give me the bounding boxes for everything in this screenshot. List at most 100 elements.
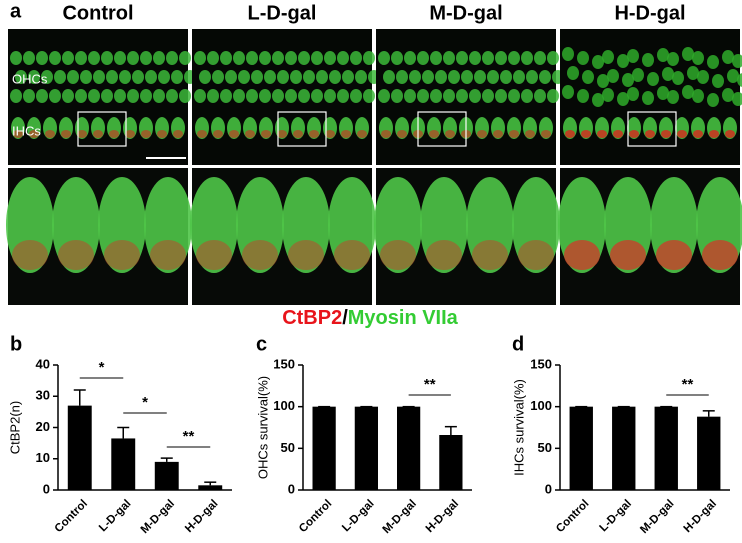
micrograph <box>558 29 742 305</box>
ohc <box>106 70 118 84</box>
x-tick-label: H-D-gal <box>424 498 461 535</box>
y-tick-label: 10 <box>36 450 50 465</box>
ohc <box>272 51 284 65</box>
ribbon <box>597 130 607 138</box>
ohc <box>220 89 232 103</box>
x-tick-label: M-D-gal <box>139 498 177 536</box>
y-tick-label: 100 <box>530 398 552 413</box>
ohc <box>145 70 157 84</box>
y-axis-label: OHCs survival(%) <box>255 376 270 479</box>
ohc <box>303 70 315 84</box>
ribbon <box>581 130 591 138</box>
ribbon <box>541 130 551 138</box>
y-axis-label: IHCs survival(%) <box>511 379 526 476</box>
ohc <box>272 89 284 103</box>
ribbon <box>341 130 351 138</box>
ohc <box>238 70 250 84</box>
ohc <box>727 69 739 83</box>
ohc <box>378 89 390 103</box>
bar <box>397 406 421 490</box>
ohc <box>324 51 336 65</box>
ohc <box>285 89 297 103</box>
ribbon-zoom <box>242 240 278 270</box>
ohc <box>166 89 178 103</box>
ohc <box>469 51 481 65</box>
ohc <box>443 51 455 65</box>
y-axis-label: CtBP2(n) <box>7 401 22 454</box>
ohc <box>153 89 165 103</box>
ohc <box>722 50 734 64</box>
ribbon-zoom <box>12 240 48 270</box>
ohc <box>627 87 639 101</box>
ohc <box>350 89 362 103</box>
ohc <box>311 51 323 65</box>
y-tick-label: 0 <box>545 481 552 496</box>
ohc <box>667 90 679 104</box>
ribbon <box>213 130 223 138</box>
ribbon-zoom <box>58 240 94 270</box>
ohc <box>285 51 297 65</box>
ohc <box>246 51 258 65</box>
ribbon <box>293 130 303 138</box>
ribbon-zoom <box>288 240 324 270</box>
ohc <box>233 89 245 103</box>
ribbon <box>45 130 55 138</box>
x-tick-label: H-D-gal <box>183 498 220 535</box>
ohc <box>592 93 604 107</box>
y-tick-label: 0 <box>43 481 50 496</box>
column-title: H-D-gal <box>614 2 685 24</box>
ribbon <box>725 130 735 138</box>
ohc <box>534 89 546 103</box>
ohc <box>487 70 499 84</box>
x-tick-label: Control <box>297 498 334 535</box>
stain-legend: CtBP2/Myosin VIIa <box>282 307 458 329</box>
ohc <box>547 89 559 103</box>
ohc <box>337 89 349 103</box>
ohc <box>430 89 442 103</box>
ohc <box>54 70 66 84</box>
ohc <box>657 48 669 62</box>
x-tick-label: M-D-gal <box>638 498 676 536</box>
ohc <box>642 91 654 105</box>
ohc <box>391 51 403 65</box>
ribbon-zoom <box>656 240 692 270</box>
ribbon-zoom <box>196 240 232 270</box>
ohc <box>298 51 310 65</box>
significance-label: * <box>142 394 148 411</box>
ohc <box>448 70 460 84</box>
ribbon <box>381 130 391 138</box>
ribbon-zoom <box>518 240 554 270</box>
ohc <box>158 70 170 84</box>
ohc <box>577 51 589 65</box>
ohc <box>140 51 152 65</box>
panel-label: b <box>10 333 22 355</box>
ohc <box>259 51 271 65</box>
ohc <box>194 89 206 103</box>
ohc <box>194 51 206 65</box>
ohc <box>500 70 512 84</box>
ohc <box>737 73 742 87</box>
bar <box>439 435 463 490</box>
ohc <box>632 68 644 82</box>
ohc <box>391 89 403 103</box>
ohc <box>80 70 92 84</box>
ohc <box>127 51 139 65</box>
ribbon <box>77 130 87 138</box>
ohc <box>316 70 328 84</box>
ohc <box>456 51 468 65</box>
ohc <box>246 89 258 103</box>
ohc <box>298 89 310 103</box>
ribbon-zoom <box>610 240 646 270</box>
ohc <box>582 70 594 84</box>
ohc <box>15 70 27 84</box>
ohc <box>383 70 395 84</box>
ribbon <box>125 130 135 138</box>
ohc <box>567 66 579 80</box>
panel-label: d <box>512 333 524 355</box>
ohc <box>171 70 183 84</box>
ohc <box>667 52 679 66</box>
ohc <box>10 89 22 103</box>
ribbon <box>309 130 319 138</box>
x-tick-label: Control <box>53 498 90 535</box>
ohc <box>622 73 634 87</box>
